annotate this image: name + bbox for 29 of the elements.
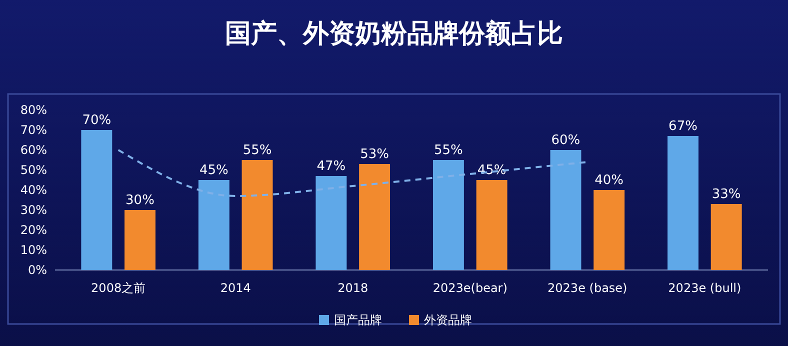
y-tick-label: 10%: [20, 243, 47, 257]
data-label: 55%: [434, 143, 463, 158]
x-tick-label: 2023e(bear): [432, 281, 508, 295]
data-label: 33%: [712, 187, 741, 202]
y-tick-label: 0%: [28, 263, 47, 277]
data-label: 53%: [360, 147, 389, 162]
x-tick-label: 2014: [220, 281, 251, 295]
data-label: 30%: [126, 193, 154, 208]
x-tick-label: 2023e (bull): [668, 281, 742, 295]
y-tick-label: 20%: [20, 223, 47, 237]
data-label: 47%: [316, 159, 346, 174]
data-label: 67%: [668, 119, 698, 134]
x-tick-label: 2008之前: [91, 281, 146, 295]
y-tick-label: 80%: [20, 103, 47, 117]
data-label: 70%: [82, 113, 112, 128]
data-label: 45%: [199, 163, 228, 178]
y-tick-label: 40%: [20, 183, 47, 197]
data-label: 60%: [551, 133, 580, 148]
x-tick-label: 2023e (base): [548, 281, 628, 295]
data-label: 55%: [242, 143, 272, 158]
legend-label: 外资品牌: [424, 313, 472, 327]
chart-title: 国产、外资奶粉品牌份额占比: [225, 19, 563, 49]
y-tick-label: 70%: [20, 123, 47, 137]
y-tick-label: 30%: [20, 203, 47, 217]
legend-label: 国产品牌: [334, 313, 382, 327]
x-tick-label: 2018: [338, 281, 368, 295]
data-label: 40%: [594, 173, 624, 188]
y-tick-label: 60%: [20, 143, 47, 157]
y-tick-label: 50%: [20, 163, 47, 177]
